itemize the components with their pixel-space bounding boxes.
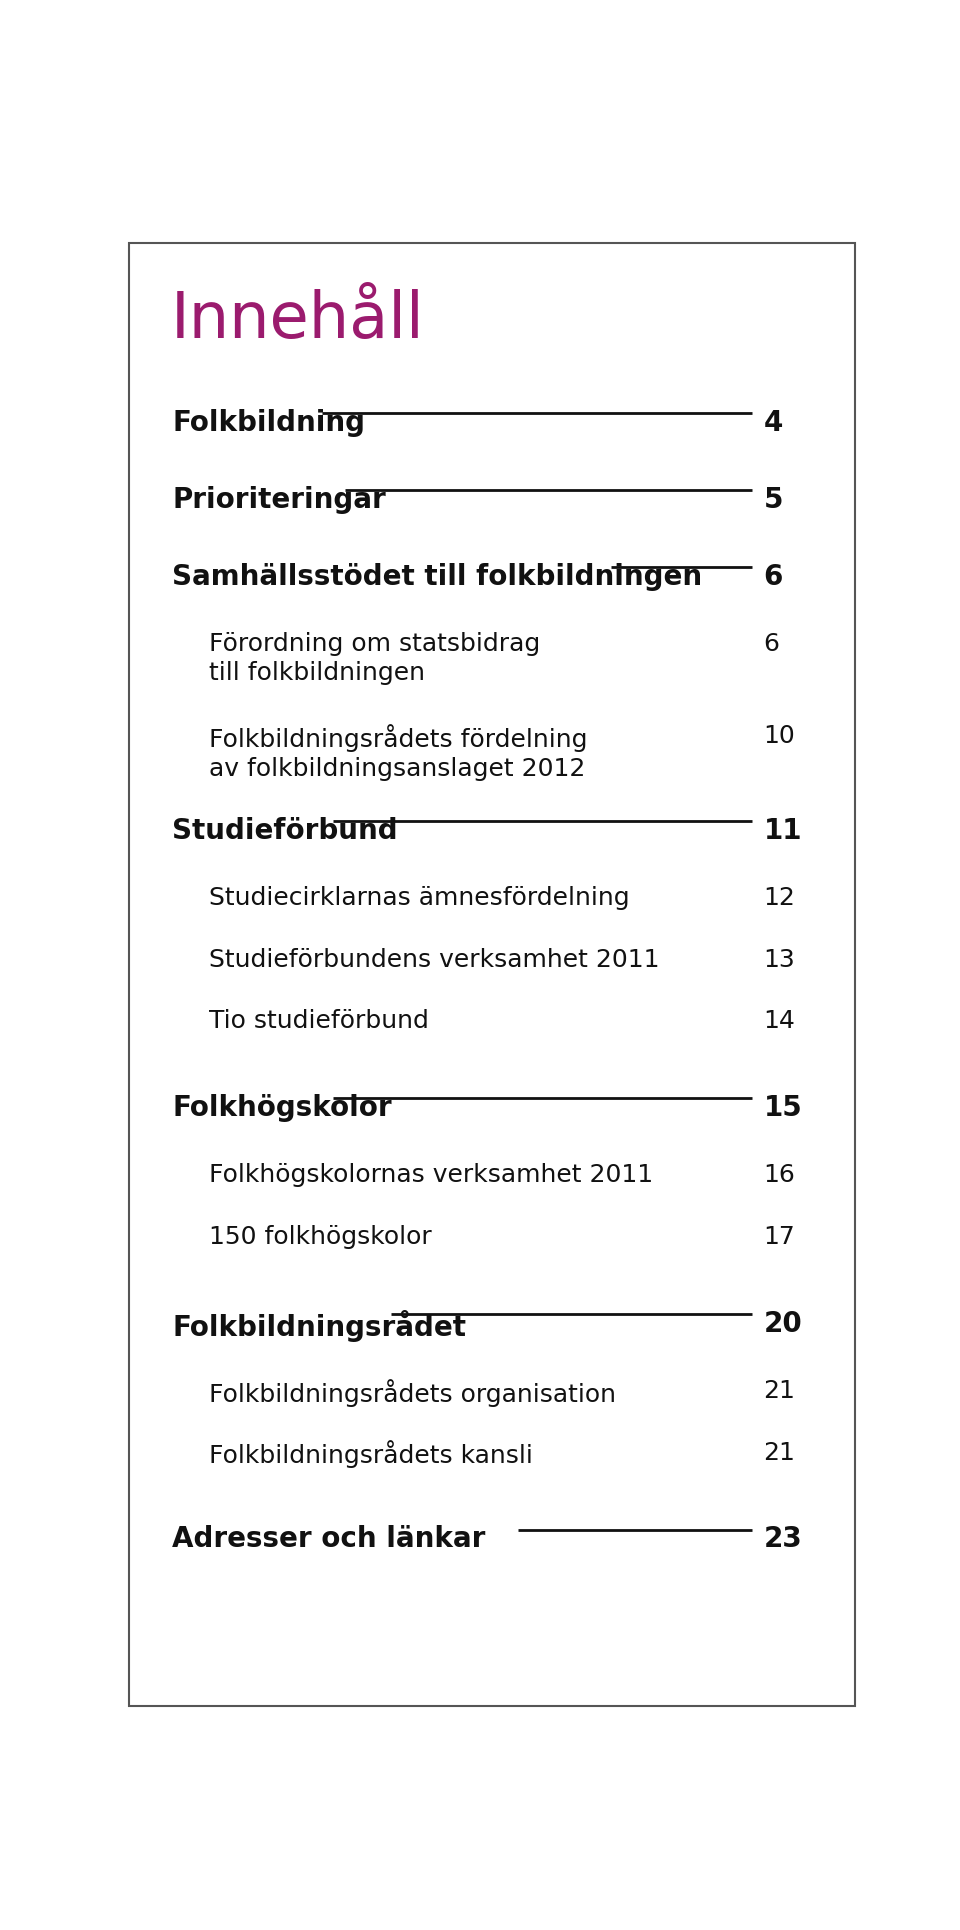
Text: 10: 10 [763,724,795,749]
Text: 21: 21 [763,1440,796,1465]
Text: Studieförbundens verksamhet 2011: Studieförbundens verksamhet 2011 [209,948,660,971]
Text: Folkbildningsrådets fördelning
av folkbildningsanslaget 2012: Folkbildningsrådets fördelning av folkbi… [209,724,588,782]
Text: 16: 16 [763,1164,796,1187]
Text: Studiecirklarnas ämnesfördelning: Studiecirklarnas ämnesfördelning [209,886,630,911]
Text: 21: 21 [763,1378,796,1403]
Text: Folkhögskolornas verksamhet 2011: Folkhögskolornas verksamhet 2011 [209,1164,654,1187]
Text: Samhällsstödet till folkbildningen: Samhällsstödet till folkbildningen [172,564,702,591]
Text: 17: 17 [763,1226,795,1249]
Text: 23: 23 [763,1525,803,1554]
Text: 12: 12 [763,886,796,911]
Text: 6: 6 [763,564,783,591]
Text: Studieförbund: Studieförbund [172,816,397,845]
Text: 14: 14 [763,1009,796,1033]
Text: Folkbildningsrådets organisation: Folkbildningsrådets organisation [209,1378,616,1407]
Text: 4: 4 [763,409,783,436]
Text: 5: 5 [763,486,783,513]
Text: Folkbildningsrådet: Folkbildningsrådet [172,1310,467,1341]
Text: 15: 15 [763,1094,803,1121]
Text: 150 folkhögskolor: 150 folkhögskolor [209,1226,432,1249]
Text: 13: 13 [763,948,795,971]
Text: 11: 11 [763,816,802,845]
Text: 20: 20 [763,1310,803,1337]
Text: Adresser och länkar: Adresser och länkar [172,1525,486,1554]
Text: Folkbildning: Folkbildning [172,409,365,436]
Text: Folkbildningsrådets kansli: Folkbildningsrådets kansli [209,1440,533,1469]
Text: Tio studieförbund: Tio studieförbund [209,1009,429,1033]
Text: Prioriteringar: Prioriteringar [172,486,386,513]
Text: Förordning om statsbidrag
till folkbildningen: Förordning om statsbidrag till folkbildn… [209,631,540,685]
Text: Innehåll: Innehåll [170,290,424,351]
Text: 6: 6 [763,631,780,656]
Text: Folkhögskolor: Folkhögskolor [172,1094,392,1121]
